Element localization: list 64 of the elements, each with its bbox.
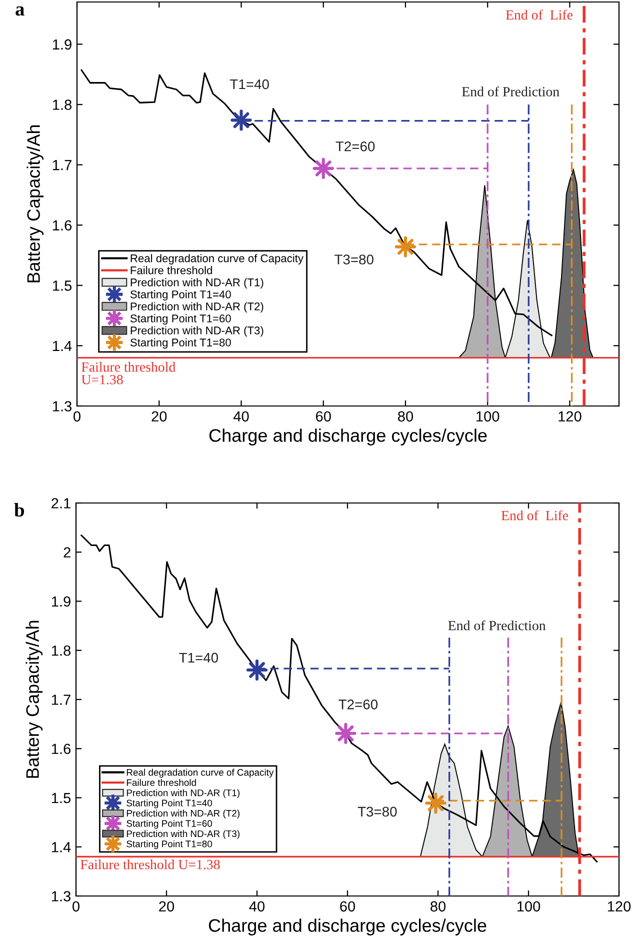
legend-label: Starting Point T1=40 (126, 799, 212, 808)
x-tick-label: 80 (398, 411, 414, 422)
annotation: T3=80 (358, 806, 397, 817)
x-tick-label: 0 (72, 901, 80, 912)
legend-label: Starting Point T1=60 (130, 314, 231, 325)
x-tick-label: 100 (476, 411, 500, 422)
x-tick-label: 20 (159, 901, 174, 912)
y-tick-label: 1.5 (52, 793, 71, 804)
ref-line-label: End of Life (506, 10, 573, 20)
y-tick-label: 1.9 (52, 596, 70, 607)
chart-title: b (14, 503, 24, 517)
x-tick-label: 20 (152, 411, 167, 422)
x-axis-title: Charge and discharge cycles/cycle (209, 428, 487, 446)
legend-label: Prediction with ND-AR (T1) (126, 789, 240, 798)
legend-label: Real degradation curve of Capacity (126, 768, 274, 778)
legend-label: Starting Point T1=80 (130, 338, 231, 349)
annotation: T3=80 (334, 254, 374, 264)
annotation: Failure threshold U=1.38 (80, 859, 220, 870)
x-tick-label: 0 (74, 411, 80, 422)
x-tick-label: 120 (558, 411, 582, 422)
y-tick-label: 1.7 (52, 160, 72, 170)
legend-label: Starting Point T1=80 (126, 840, 212, 850)
legend-label: Failure threshold (130, 266, 212, 274)
y-tick-label: 2 (64, 547, 70, 558)
annotation: T2=60 (336, 141, 375, 152)
annotation: End of Prediction (448, 620, 546, 630)
y-tick-label: 1.7 (52, 694, 70, 705)
annotation: End of Prediction (462, 86, 560, 96)
legend-label: Prediction with ND-AR (T3) (126, 830, 240, 839)
annotation: Failure threshold U=1.38 (81, 362, 176, 384)
y-tick-label: 1.9 (52, 39, 72, 50)
y-tick-label: 1.3 (52, 401, 72, 412)
legend-label: Real degradation curve of Capacity (130, 254, 304, 264)
ref-line-label: End of Life (501, 510, 568, 520)
legend-label: Prediction with ND-AR (T1) (130, 278, 264, 289)
x-tick-label: 120 (608, 901, 631, 912)
x-axis-title: Charge and discharge cycles/cycle (208, 918, 486, 936)
y-axis-title: Battery Capacity/Ah (26, 620, 43, 778)
y-tick-label: 1.6 (52, 744, 70, 754)
legend-label: Failure threshold (126, 779, 196, 786)
legend-label: Prediction with ND-AR (T2) (126, 810, 240, 818)
x-tick-label: 60 (316, 411, 331, 422)
legend-label: Prediction with ND-AR (T3) (130, 326, 264, 337)
y-tick-label: 2.1 (52, 498, 70, 508)
legend-label: Starting Point T1=40 (130, 290, 231, 301)
x-tick-label: 60 (340, 901, 356, 912)
y-tick-label: 1.8 (52, 100, 72, 110)
x-tick-label: 100 (517, 901, 540, 912)
y-tick-label: 1.4 (52, 842, 71, 852)
y-tick-label: 1.6 (52, 220, 72, 231)
y-axis-title: Battery Capacity/Ah (26, 125, 44, 282)
y-tick-label: 1.3 (52, 891, 70, 902)
legend-label: Prediction with ND-AR (T2) (130, 302, 264, 313)
chart-title: a (16, 6, 24, 16)
y-tick-label: 1.5 (52, 280, 72, 291)
annotation: T1=40 (230, 79, 269, 90)
legend-label: Starting Point T1=60 (126, 820, 212, 829)
x-tick-label: 80 (430, 901, 446, 912)
y-tick-label: 1.8 (52, 645, 71, 656)
annotation: T1=40 (179, 652, 218, 663)
x-tick-label: 40 (233, 411, 249, 422)
annotation: T2=60 (338, 700, 378, 710)
x-tick-label: 40 (249, 901, 265, 912)
y-tick-label: 1.4 (52, 340, 72, 351)
